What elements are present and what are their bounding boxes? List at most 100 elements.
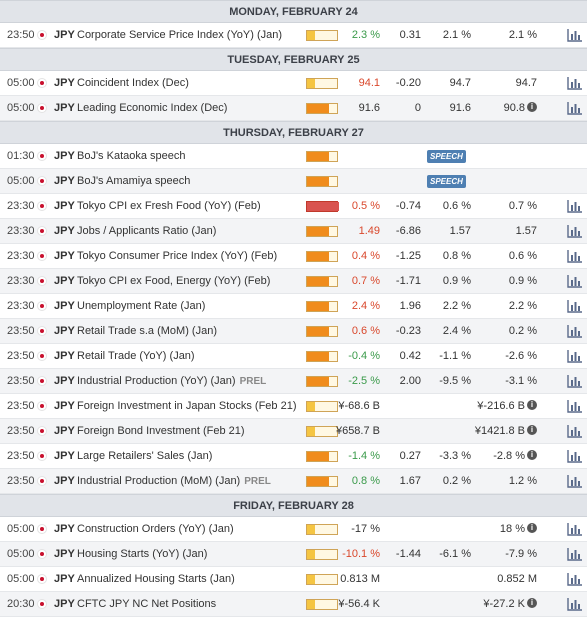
event-name[interactable]: Retail Trade (YoY) (Jan): [77, 350, 195, 362]
japan-flag-icon: [38, 575, 46, 583]
consensus-value: 0.2 %: [442, 475, 471, 487]
event-currency: JPY: [54, 523, 75, 535]
event-row[interactable]: 23:50 JPY Corporate Service Price Index (Y…: [0, 23, 587, 48]
bar-chart-icon[interactable]: [567, 76, 583, 90]
event-time: 05:00: [7, 573, 35, 585]
info-icon[interactable]: i: [527, 523, 537, 534]
event-time: 05:00: [7, 548, 35, 560]
event-currency: JPY: [54, 325, 75, 337]
event-name[interactable]: BoJ's Amamiya speech: [77, 175, 191, 187]
event-row[interactable]: 23:50 JPY Large Retailers' Sales (Jan) -1.4…: [0, 444, 587, 469]
event-name[interactable]: CFTC JPY NC Net Positions: [77, 598, 217, 610]
event-row[interactable]: 05:00 JPY Annualized Housing Starts (Jan) 0…: [0, 567, 587, 592]
event-row[interactable]: 01:30 JPY BoJ's Kataoka speech SPEECH: [0, 144, 587, 169]
previous-value: -7.9 %: [505, 548, 537, 560]
event-name[interactable]: Tokyo CPI ex Fresh Food (YoY) (Feb): [77, 200, 261, 212]
event-row[interactable]: 23:30 JPY Jobs / Applicants Ratio (Jan) 1.4…: [0, 219, 587, 244]
previous-value: -2.6 %: [505, 350, 537, 362]
bar-chart-icon[interactable]: [567, 424, 583, 438]
event-currency: JPY: [54, 548, 75, 560]
bar-chart-icon[interactable]: [567, 547, 583, 561]
event-name[interactable]: BoJ's Kataoka speech: [77, 150, 186, 162]
bar-chart-icon[interactable]: [567, 249, 583, 263]
deviation-value: 0.27: [399, 450, 421, 462]
event-row[interactable]: 23:50 JPY Foreign Bond Investment (Feb 21)…: [0, 419, 587, 444]
event-name[interactable]: Large Retailers' Sales (Jan): [77, 450, 213, 462]
previous-value: -3.1 %: [505, 375, 537, 387]
event-name[interactable]: Tokyo CPI ex Food, Energy (YoY) (Feb): [77, 275, 271, 287]
info-icon[interactable]: i: [527, 425, 537, 436]
event-row[interactable]: 23:50 JPY Industrial Production (YoY) (Jan…: [0, 369, 587, 394]
event-name[interactable]: Tokyo Consumer Price Index (YoY) (Feb): [77, 250, 278, 262]
bar-chart-icon[interactable]: [567, 399, 583, 413]
actual-value: ¥658.7 B: [335, 425, 380, 437]
event-name[interactable]: Retail Trade s.a (MoM) (Jan): [77, 325, 217, 337]
bar-chart-icon[interactable]: [567, 199, 583, 213]
impact-indicator: [306, 376, 338, 387]
event-row[interactable]: 23:30 JPY Tokyo Consumer Price Index (YoY)…: [0, 244, 587, 269]
event-name[interactable]: Industrial Production (YoY) (Jan) PREL: [77, 375, 267, 387]
event-row[interactable]: 23:30 JPY Tokyo CPI ex Food, Energy (YoY) …: [0, 269, 587, 294]
event-time: 23:30: [7, 250, 35, 262]
impact-indicator: [306, 276, 338, 287]
event-row[interactable]: 23:30 JPY Tokyo CPI ex Fresh Food (YoY) (F…: [0, 194, 587, 219]
event-row[interactable]: 23:30 JPY Unemployment Rate (Jan) 2.4 % 1.96…: [0, 294, 587, 319]
bar-chart-icon[interactable]: [567, 522, 583, 536]
event-row[interactable]: 05:00 JPY Coincident Index (Dec) 94.1 -0.20 9…: [0, 71, 587, 96]
bar-chart-icon[interactable]: [567, 274, 583, 288]
impact-indicator: [306, 103, 338, 114]
event-name[interactable]: Industrial Production (MoM) (Jan) PREL: [77, 475, 271, 487]
impact-indicator: [306, 524, 338, 535]
event-name[interactable]: Housing Starts (YoY) (Jan): [77, 548, 208, 560]
event-row[interactable]: 20:30 JPY CFTC JPY NC Net Positions ¥-56.4 …: [0, 592, 587, 617]
consensus-value: 2.4 %: [442, 325, 471, 337]
event-name[interactable]: Foreign Bond Investment (Feb 21): [77, 425, 245, 437]
consensus-value: -3.3 %: [439, 450, 471, 462]
bar-chart-icon[interactable]: [567, 572, 583, 586]
event-time: 20:30: [7, 598, 35, 610]
consensus-value: 0.8 %: [442, 250, 471, 262]
event-name[interactable]: Corporate Service Price Index (YoY) (Jan…: [77, 29, 283, 41]
bar-chart-icon[interactable]: [567, 474, 583, 488]
event-time: 23:50: [7, 425, 35, 437]
event-currency: JPY: [54, 29, 75, 41]
event-currency: JPY: [54, 250, 75, 262]
actual-value: 1.49: [358, 225, 380, 237]
event-name[interactable]: Coincident Index (Dec): [77, 77, 189, 89]
event-row[interactable]: 05:00 JPY Housing Starts (YoY) (Jan) -10.1 …: [0, 542, 587, 567]
event-row[interactable]: 23:50 JPY Industrial Production (MoM) (Jan…: [0, 469, 587, 494]
bar-chart-icon[interactable]: [567, 299, 583, 313]
bar-chart-icon[interactable]: [567, 597, 583, 611]
event-name[interactable]: Foreign Investment in Japan Stocks (Feb …: [77, 400, 297, 412]
bar-chart-icon[interactable]: [567, 101, 583, 115]
bar-chart-icon[interactable]: [567, 449, 583, 463]
event-row[interactable]: 05:00 JPY Construction Orders (YoY) (Jan) -…: [0, 517, 587, 542]
japan-flag-icon: [38, 377, 46, 385]
japan-flag-icon: [38, 402, 46, 410]
event-name[interactable]: Unemployment Rate (Jan): [77, 300, 206, 312]
event-name[interactable]: Leading Economic Index (Dec): [77, 102, 228, 114]
event-time: 05:00: [7, 102, 35, 114]
bar-chart-icon[interactable]: [567, 349, 583, 363]
event-row[interactable]: 05:00 JPY Leading Economic Index (Dec) 91.6…: [0, 96, 587, 121]
event-row[interactable]: 23:50 JPY Retail Trade (YoY) (Jan) -0.4 % 0.…: [0, 344, 587, 369]
deviation-value: -0.74: [395, 200, 421, 212]
bar-chart-icon[interactable]: [567, 374, 583, 388]
event-time: 23:50: [7, 475, 35, 487]
bar-chart-icon[interactable]: [567, 224, 583, 238]
event-name[interactable]: Annualized Housing Starts (Jan): [77, 573, 235, 585]
bar-chart-icon[interactable]: [567, 324, 583, 338]
info-icon[interactable]: i: [527, 450, 537, 461]
event-row[interactable]: 23:50 JPY Retail Trade s.a (MoM) (Jan) 0.6 …: [0, 319, 587, 344]
event-row[interactable]: 05:00 JPY BoJ's Amamiya speech SPEECH: [0, 169, 587, 194]
info-icon[interactable]: i: [527, 102, 537, 113]
event-row[interactable]: 23:50 JPY Foreign Investment in Japan Stoc…: [0, 394, 587, 419]
event-currency: JPY: [54, 77, 75, 89]
actual-value: 0.4 %: [351, 250, 380, 262]
info-icon[interactable]: i: [527, 400, 537, 411]
event-name[interactable]: Jobs / Applicants Ratio (Jan): [77, 225, 217, 237]
event-name[interactable]: Construction Orders (YoY) (Jan): [77, 523, 234, 535]
bar-chart-icon[interactable]: [567, 28, 583, 42]
